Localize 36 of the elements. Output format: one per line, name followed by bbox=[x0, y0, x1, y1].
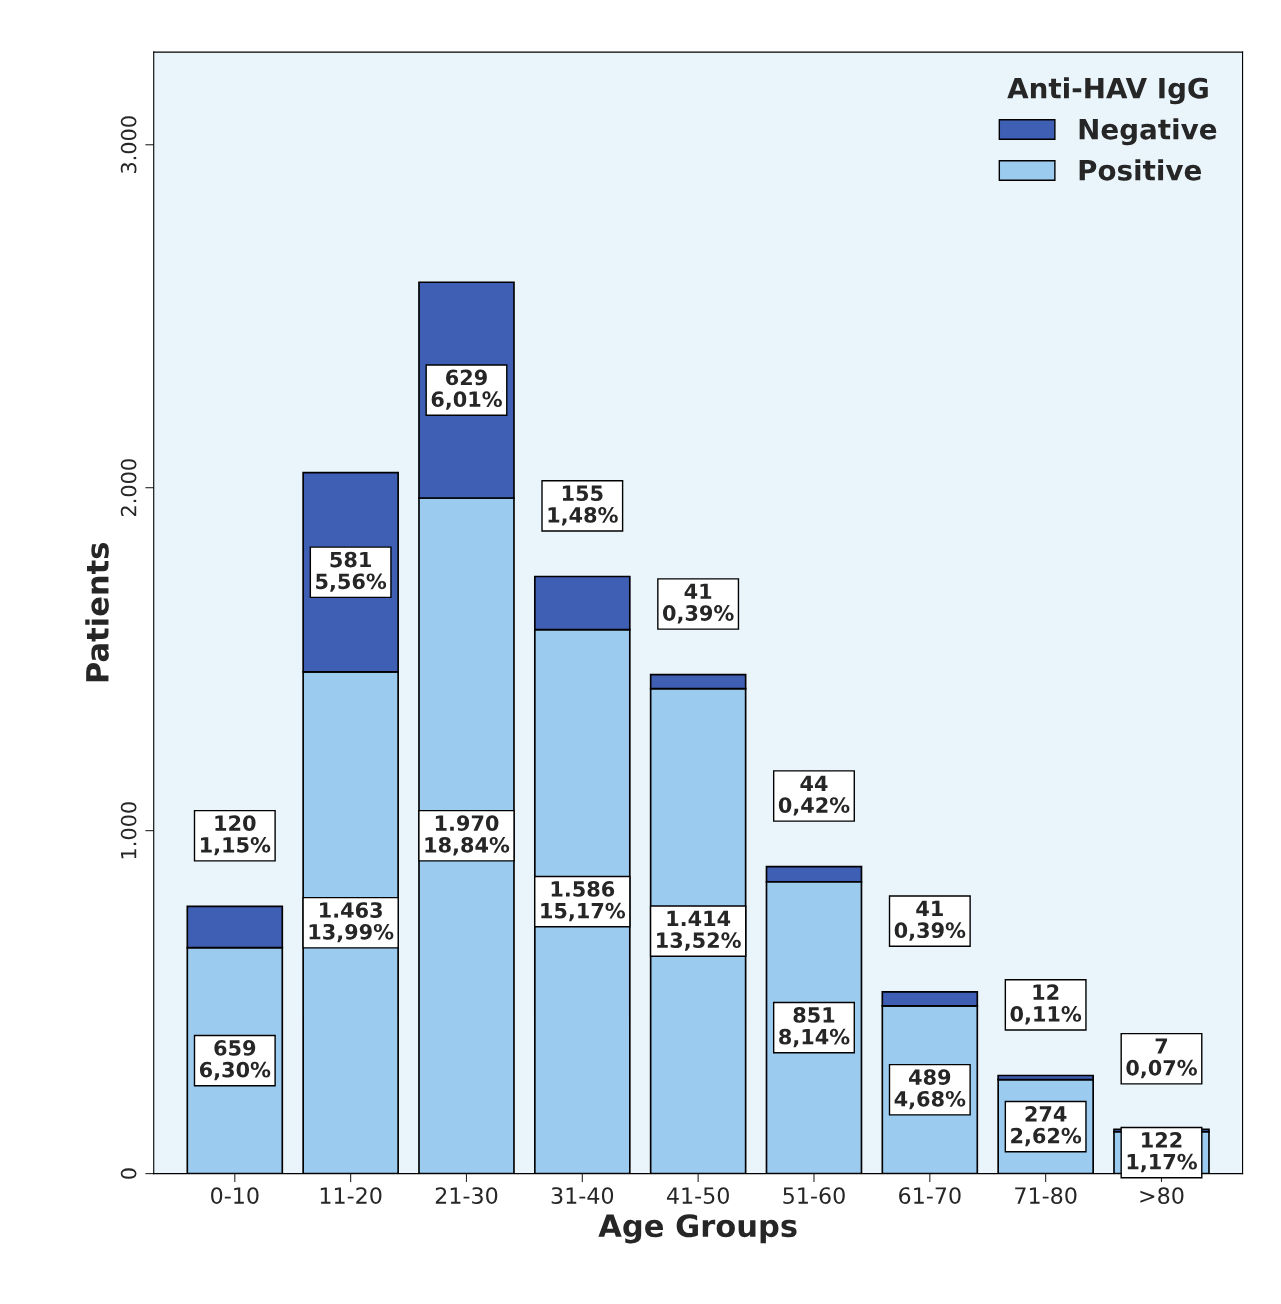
legend-label: Negative bbox=[1079, 118, 1217, 146]
data-label: 659 6,30% bbox=[199, 1040, 271, 1081]
y-tick-label: 3.000 bbox=[120, 116, 137, 173]
y-axis-title: Patients bbox=[85, 543, 109, 682]
data-label: 1.970 18,84% bbox=[425, 815, 510, 856]
legend-title: Anti-HAV IgG bbox=[1007, 77, 1208, 105]
data-label: 41 0,39% bbox=[894, 900, 966, 941]
x-tick-label: 31-40 bbox=[551, 1187, 614, 1204]
data-label: 122 1,17% bbox=[1127, 1132, 1197, 1173]
data-label: 155 1,48% bbox=[548, 485, 618, 526]
x-tick-label: 51-60 bbox=[783, 1187, 845, 1204]
x-tick-label: >80 bbox=[1140, 1187, 1184, 1204]
data-label: 120 1,15% bbox=[201, 815, 271, 856]
data-label: 41 0,39% bbox=[663, 583, 734, 624]
data-label: 581 5,56% bbox=[316, 551, 387, 592]
data-label: 629 6,01% bbox=[431, 369, 502, 410]
x-tick-label: 71-80 bbox=[1015, 1187, 1077, 1204]
x-axis-title: Age Groups bbox=[598, 1214, 797, 1244]
data-label: 1.586 15,17% bbox=[541, 881, 626, 922]
legend-label: Positive bbox=[1079, 159, 1202, 181]
x-tick-label: 41-50 bbox=[666, 1187, 729, 1204]
data-label: 851 8,14% bbox=[779, 1007, 850, 1048]
data-label: 274 2,62% bbox=[1011, 1106, 1082, 1147]
y-tick-label: 1.000 bbox=[120, 802, 137, 859]
data-label: 44 0,42% bbox=[778, 775, 850, 816]
y-tick-label: 2.000 bbox=[120, 459, 137, 516]
data-label: 1.414 13,52% bbox=[657, 910, 741, 951]
data-label: 12 0,11% bbox=[1010, 984, 1082, 1025]
x-tick-label: 11-20 bbox=[320, 1187, 382, 1204]
data-label: 7 0,07% bbox=[1126, 1038, 1197, 1079]
data-label: 1.463 13,99% bbox=[309, 902, 394, 943]
x-tick-label: 0-10 bbox=[211, 1187, 259, 1204]
x-tick-label: 61-70 bbox=[899, 1187, 961, 1204]
y-tick-label: 0 bbox=[120, 1168, 137, 1179]
x-tick-label: 21-30 bbox=[435, 1187, 498, 1204]
data-label: 489 4,68% bbox=[894, 1069, 966, 1110]
